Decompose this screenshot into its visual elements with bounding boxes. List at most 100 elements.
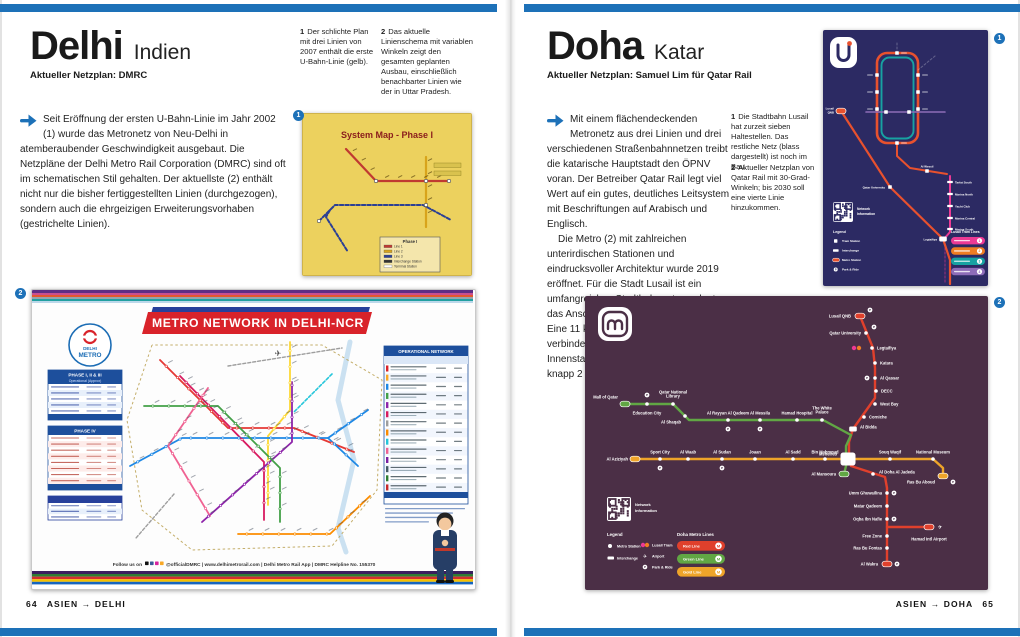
svg-text:Interchange: Interchange [617,556,638,560]
caption-text: Die Stadtbahn Lusail hat zurzeit sieben … [731,112,809,172]
svg-text:P: P [759,427,761,431]
right-table-operational: OPERATIONAL NETWORK [383,345,469,523]
lusail-lines: Lusail QNB Qatar University Al Wessil Tarfat… [826,40,975,286]
caption-text: Das aktuelle Linienschema mit variablen … [381,27,474,97]
rainbow-stripes-bottom [32,571,473,585]
svg-text:Al Wessil: Al Wessil [921,164,934,168]
phase1-map-title: System Map - Phase I [341,130,433,140]
delhi-body-text: Seit Eröffnung der ersten U-Bahn-Linie i… [20,112,288,232]
doha-metro-map: Lusail QNB P Qatar University P Legtaifiya Ka… [585,296,988,590]
svg-text:Red Line: Red Line [683,543,701,548]
figure-badge-2: 2 [994,297,1005,308]
svg-text:Al Aziziyah: Al Aziziyah [607,456,629,461]
airport-icon: ✈ [275,349,282,358]
svg-text:Al Qassar: Al Qassar [880,375,900,380]
caption-number: 2 [381,27,386,36]
svg-text:Tram Station: Tram Station [842,239,860,243]
right-page-footer: ASIEN → DOHA 65 [896,599,1000,609]
netplan-credit: Aktueller Netzplan: DMRC [30,70,148,81]
caption-number: 1 [300,27,305,36]
svg-text:P: P [896,562,898,566]
svg-text:DECC: DECC [881,388,893,393]
svg-text:Hamad Hospital: Hamad Hospital [782,410,813,415]
lusail-tram-lines-legend: Lusail Tram Lines 1 2 3 4 [951,230,985,276]
map-footer-line: Follow us on @officialDMRC | www.delhime… [113,561,376,568]
svg-text:P: P [646,393,648,397]
page-number: 64 [26,599,38,609]
doha-title-row: Doha Katar [547,24,704,69]
lusail-tram-logo [830,37,857,68]
svg-text:Oqba Ibn Nafie: Oqba Ibn Nafie [853,516,883,521]
doha-legend: Legend Metro Station Interchange Lusail Tr… [607,532,673,570]
caption-1: 1 Die Stadtbahn Lusail hat zurzeit sieben… [731,112,818,172]
svg-text:Al Sadd: Al Sadd [785,449,801,454]
left-page-footer: 64 ASIEN → DELHI [20,599,126,609]
paragraph: Seit Eröffnung der ersten U-Bahn-Linie i… [20,114,286,230]
svg-text:✈: ✈ [938,524,943,531]
svg-text:Souq Waqif: Souq Waqif [879,449,902,454]
svg-text:Msheireb: Msheireb [819,451,837,456]
tram-lines-title: Lusail Tram Lines [951,230,980,234]
phase1-lines [317,147,452,253]
svg-text:P: P [869,308,871,312]
svg-text:P: P [644,565,646,569]
network-info-line1: Network [635,502,652,507]
netplan-credit: Aktueller Netzplan: Samuel Lim für Qatar… [547,70,752,81]
svg-text:P: P [721,466,723,470]
svg-text:Umm Ghuwailina: Umm Ghuwailina [849,490,883,495]
svg-text:Marina South: Marina South [955,227,974,231]
lusail-map-figure: Lusail QNB Qatar University Al Wessil Tarfat… [823,30,988,286]
svg-text:P: P [893,491,895,495]
lead-arrow-icon [20,114,37,132]
svg-text:Ras Bu Aboud: Ras Bu Aboud [907,479,936,484]
svg-text:Al Mansoura: Al Mansoura [811,471,836,476]
top-accent-bar-right [524,4,1020,12]
svg-text:Katara: Katara [880,360,893,365]
svg-text:P: P [893,517,895,521]
page-edge-left [0,0,2,637]
caption-2: 2 Aktueller Netzplan von Qatar Rail mit 3… [731,163,818,213]
svg-text:Mall of Qatar: Mall of Qatar [593,394,618,399]
doha-metro-lines: Lusail QNB P Qatar University P Legtaifiya Ka… [593,307,956,568]
section-label: ASIEN → DOHA [895,599,973,609]
svg-text:Al Messila: Al Messila [750,410,771,415]
svg-text:Line 1: Line 1 [394,244,403,248]
lusail-qr-block: Network Information [833,202,875,222]
svg-text:Yacht Club: Yacht Club [955,204,970,208]
svg-text:Joaan: Joaan [749,449,761,454]
left-table-phase4: PHASE IV [47,425,123,491]
doha-qr-block: Network Information [607,497,658,521]
caption-1: 1 Der schlichte Plan mit drei Linien von … [300,27,374,67]
svg-text:Bin Mahmoud: Bin Mahmoud [811,449,839,454]
svg-text:Al Bidda: Al Bidda [860,424,877,429]
network-info-line2: Information [857,212,875,216]
svg-text:Al Wakra: Al Wakra [861,561,879,566]
svg-text:Qatar University: Qatar University [863,185,886,189]
svg-text:Gold Line: Gold Line [683,569,702,574]
svg-text:Legtaifiya: Legtaifiya [924,237,938,241]
table2-title: PHASE IV [74,429,96,434]
metro-lines-title: Doha Metro Lines [677,532,714,537]
svg-text:Park & Ride: Park & Ride [842,268,859,272]
caption-number: 1 [731,112,736,121]
svg-text:Education City: Education City [633,410,662,415]
svg-text:P: P [835,268,837,272]
svg-text:West Bay: West Bay [880,401,899,406]
logo-text-1: DELHI [83,346,97,351]
paragraph: Mit einem flächendeckenden Metronetz aus… [547,114,730,230]
figure-badge-2: 2 [15,288,26,299]
legend-title: Legend [833,230,846,234]
network-info-line2: Information [635,508,658,513]
svg-text:M: M [717,556,721,561]
phase1-legend-title: Phase I [403,239,418,244]
left-table-extra [47,495,123,521]
page-title: Delhi [30,24,124,68]
footer-links: @officialDMRC | www.delhimetrorail.com |… [166,562,376,568]
svg-text:Legtaifiya: Legtaifiya [877,345,897,350]
dmrc-logo: DELHI METRO [68,323,112,367]
svg-text:Ras Bu Fontas: Ras Bu Fontas [853,545,882,550]
table1-subtitle: Operational (Approx) [69,379,102,383]
figure-badge-1: 1 [293,110,304,121]
caption-text: Aktueller Netzplan von Qatar Rail mit 30… [731,163,815,213]
